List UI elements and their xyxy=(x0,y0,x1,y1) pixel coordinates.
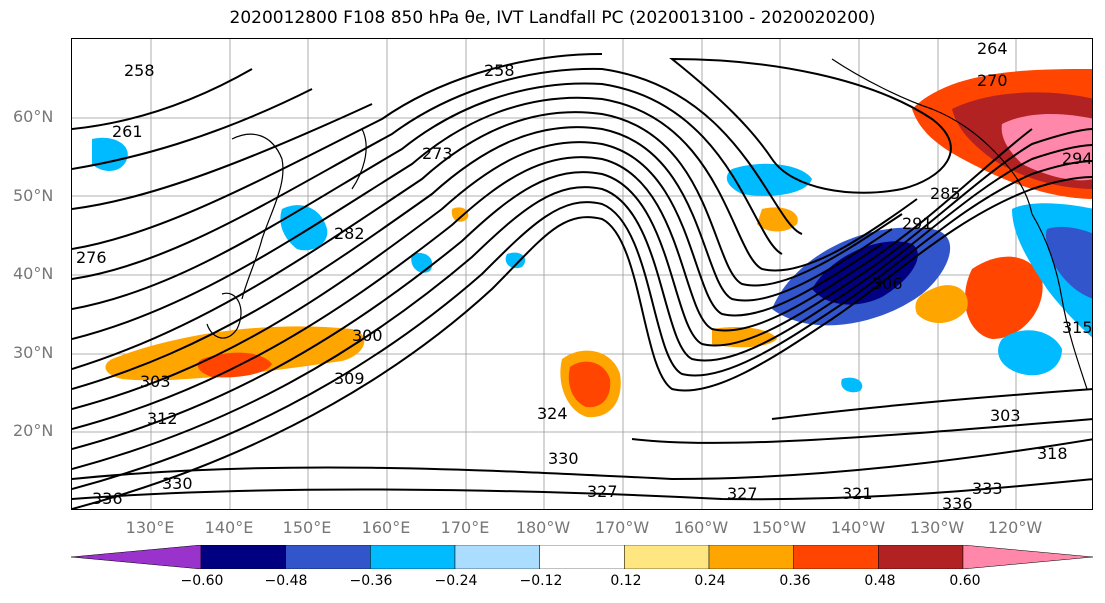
contour-label-330-center: 330 xyxy=(548,449,579,468)
map-panel: 258 258 261 264 270 273 276 282 285 291 … xyxy=(71,38,1093,510)
colorbar-cell-5 xyxy=(539,545,625,569)
contour-label-306: 306 xyxy=(872,274,903,293)
lon-label-140e: 140°E xyxy=(204,518,254,537)
colorbar-cell-2 xyxy=(285,545,371,569)
lon-label-160w: 160°W xyxy=(673,518,729,537)
coastlines xyxy=(206,58,1088,390)
colorbar-extend-low xyxy=(71,545,202,569)
colorbar-cell-8 xyxy=(793,545,879,569)
colorbar-cell-4 xyxy=(454,545,540,569)
contour-label-336-west: 336 xyxy=(92,489,123,508)
colorbar-tick-2: −0.48 xyxy=(264,573,308,589)
graticule xyxy=(72,39,1092,509)
lon-label-160e: 160°E xyxy=(361,518,411,537)
colorbar xyxy=(71,545,1093,569)
contour-labels: 258 258 261 264 270 273 276 282 285 291 … xyxy=(76,39,1093,510)
contour-label-318: 318 xyxy=(1037,444,1068,463)
lat-label-20n: 20°N xyxy=(13,421,54,440)
contour-label-282: 282 xyxy=(334,224,365,243)
contour-label-270: 270 xyxy=(977,71,1008,90)
lon-label-130e: 130°E xyxy=(125,518,175,537)
contour-label-258-center: 258 xyxy=(484,61,515,80)
contour-label-261: 261 xyxy=(112,122,143,141)
lon-label-140w: 140°W xyxy=(830,518,886,537)
contour-label-327-center: 327 xyxy=(587,482,618,501)
lon-label-170e: 170°E xyxy=(440,518,490,537)
colorbar-cell-6 xyxy=(624,545,710,569)
map-svg: 258 258 261 264 270 273 276 282 285 291 … xyxy=(72,39,1093,510)
contour-label-300: 300 xyxy=(352,326,383,345)
map-title: 2020012800 F108 850 hPa θe, IVT Landfall… xyxy=(229,8,876,28)
lat-label-50n: 50°N xyxy=(13,186,54,205)
lon-label-170w: 170°W xyxy=(594,518,650,537)
lon-label-150e: 150°E xyxy=(282,518,332,537)
contour-label-324: 324 xyxy=(537,404,568,423)
colorbar-tick-4: −0.24 xyxy=(434,573,478,589)
colorbar-tick-5: −0.12 xyxy=(519,573,563,589)
contour-label-294: 294 xyxy=(1062,149,1093,168)
colorbar-extend-high xyxy=(962,545,1093,569)
contour-label-336-east: 336 xyxy=(942,494,973,510)
lon-label-130w: 130°W xyxy=(909,518,965,537)
contour-label-315: 315 xyxy=(1062,318,1093,337)
lon-label-120w: 120°W xyxy=(987,518,1043,537)
contour-label-330-west: 330 xyxy=(162,474,193,493)
contour-label-321: 321 xyxy=(842,484,873,503)
contour-label-303-east: 303 xyxy=(990,406,1021,425)
theta-e-contours xyxy=(72,53,1092,509)
colorbar-tick-9: 0.48 xyxy=(864,573,896,589)
contour-label-309: 309 xyxy=(334,369,365,388)
contour-label-258-west: 258 xyxy=(124,61,155,80)
contour-label-303-west: 303 xyxy=(140,372,171,391)
contour-label-264: 264 xyxy=(977,39,1008,58)
lat-label-60n: 60°N xyxy=(13,107,54,126)
contour-label-312: 312 xyxy=(147,409,178,428)
colorbar-tick-8: 0.36 xyxy=(779,573,811,589)
colorbar-tick-6: 0.12 xyxy=(610,573,642,589)
colorbar-cell-9 xyxy=(878,545,964,569)
colorbar-tick-10: 0.60 xyxy=(949,573,981,589)
colorbar-cell-1 xyxy=(200,545,286,569)
contour-label-291: 291 xyxy=(902,214,933,233)
contour-label-327-east: 327 xyxy=(727,484,758,503)
lon-label-150w: 150°W xyxy=(751,518,807,537)
contour-label-276: 276 xyxy=(76,248,107,267)
contour-label-273: 273 xyxy=(422,144,453,163)
colorbar-cell-7 xyxy=(708,545,794,569)
contour-label-285: 285 xyxy=(930,184,961,203)
lon-label-180w: 180°W xyxy=(515,518,571,537)
colorbar-cell-3 xyxy=(370,545,456,569)
colorbar-tick-7: 0.24 xyxy=(694,573,726,589)
lat-label-30n: 30°N xyxy=(13,343,54,362)
colorbar-tick-3: −0.36 xyxy=(349,573,393,589)
colorbar-tick-1: −0.60 xyxy=(180,573,224,589)
lat-label-40n: 40°N xyxy=(13,264,54,283)
contour-label-333: 333 xyxy=(972,479,1003,498)
